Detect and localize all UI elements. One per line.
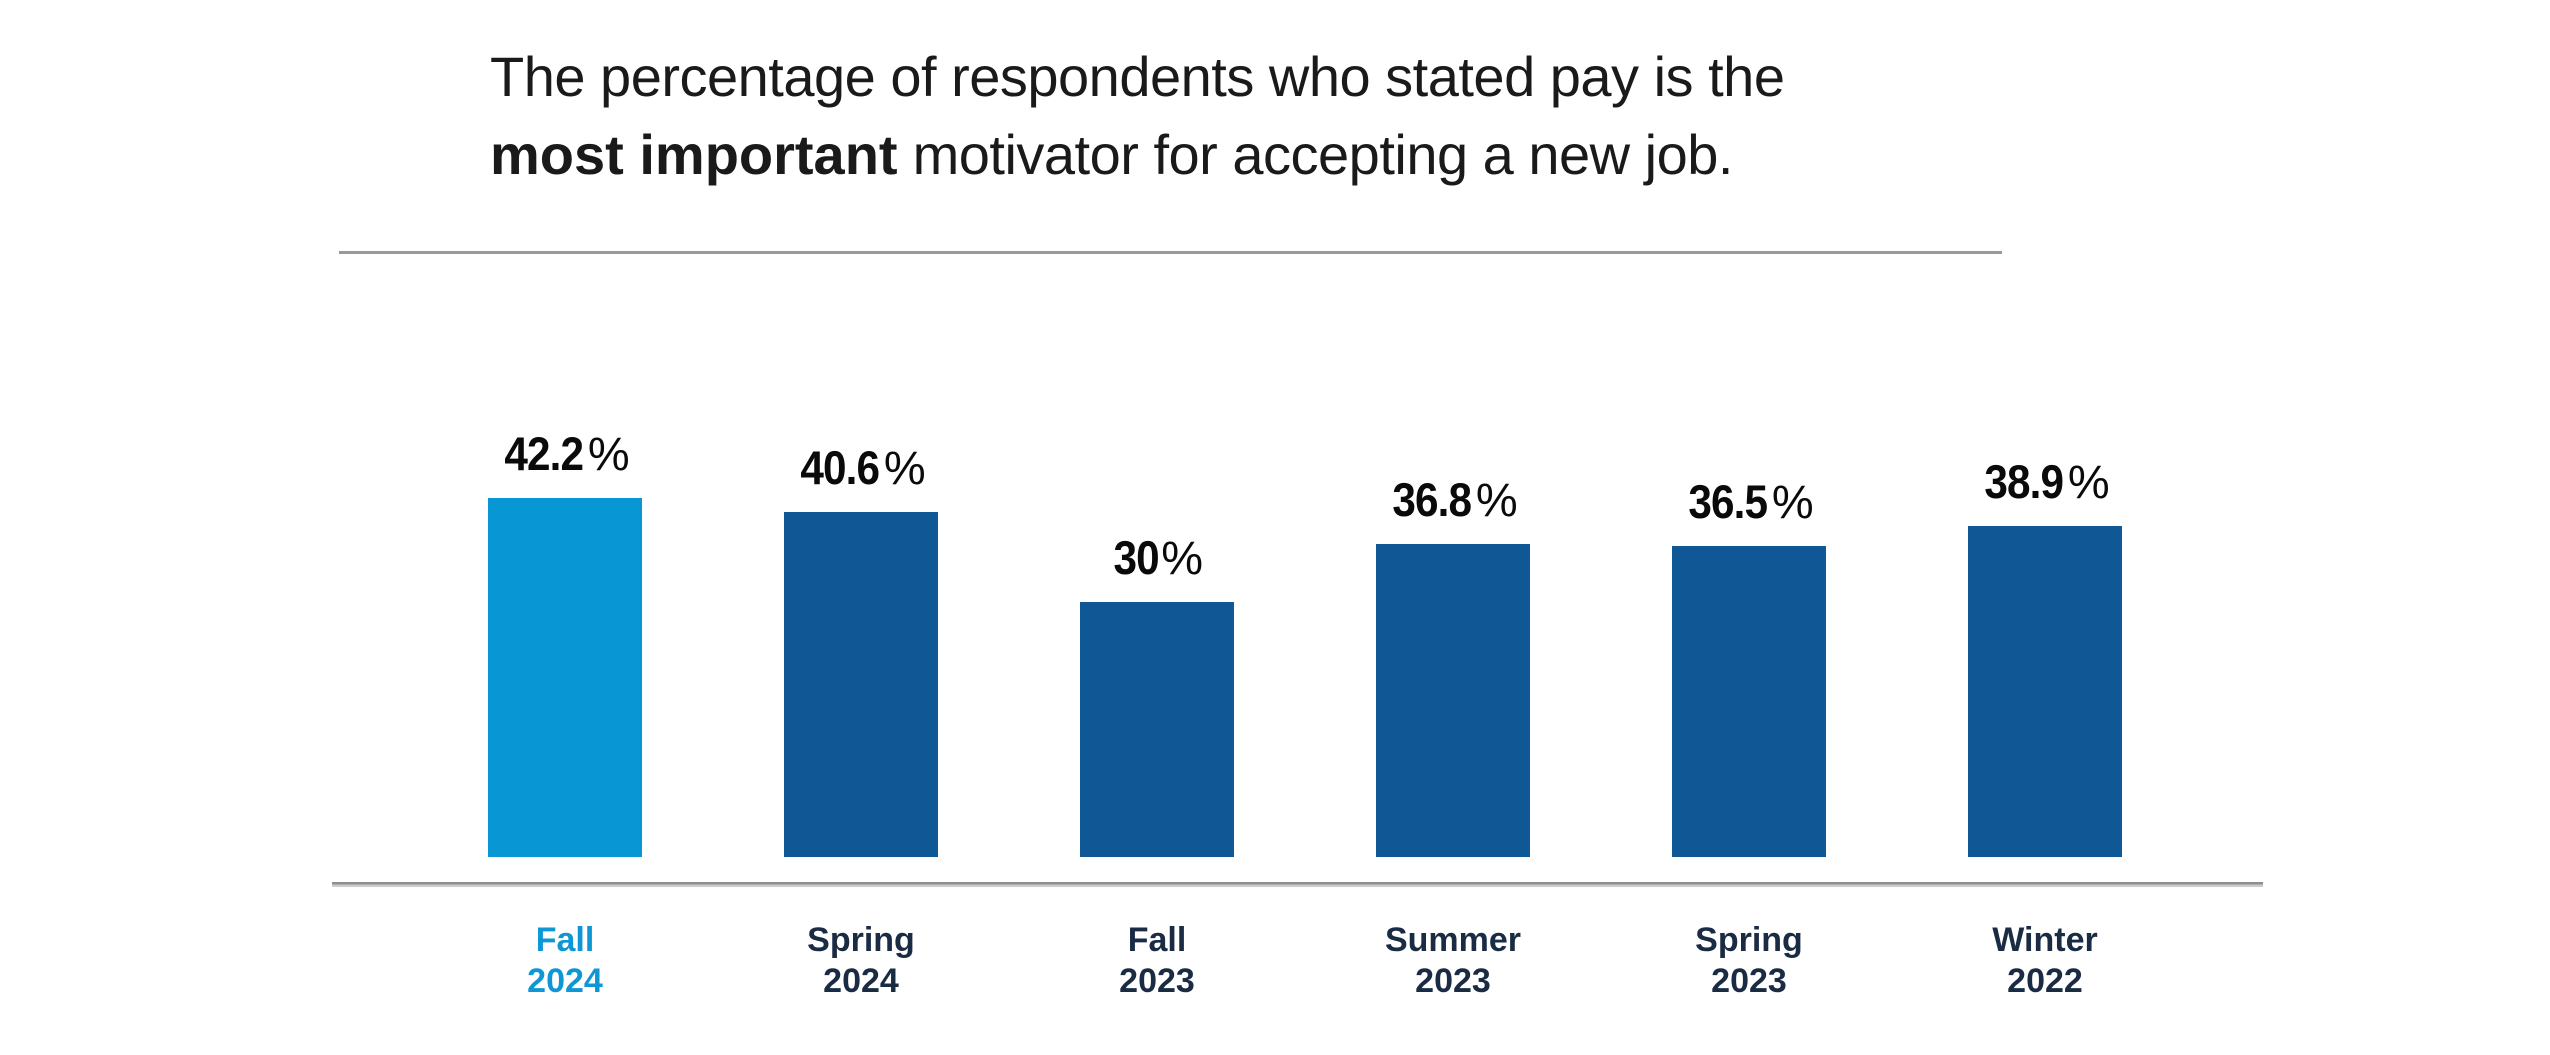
- percent-sign: %: [587, 427, 630, 480]
- category-label-winter-2022: Winter 2022: [1897, 920, 2193, 1002]
- percent-sign: %: [1161, 531, 1204, 584]
- percent-sign: %: [1771, 475, 1814, 528]
- category-label-fall-2024: Fall 2024: [417, 920, 713, 1002]
- category-label-line: Fall: [535, 921, 595, 959]
- x-axis-line: [332, 882, 2263, 887]
- bar-winter-2022: [1968, 526, 2122, 857]
- bar-fall-2024: [488, 498, 642, 857]
- category-label-spring-2024: Spring 2024: [713, 920, 1009, 1002]
- value-number: 38.9: [1984, 455, 2065, 508]
- category-label-line: 2023: [1711, 962, 1787, 1000]
- category-label-line: Fall: [1127, 921, 1187, 959]
- bar-spring-2023: [1672, 546, 1826, 857]
- category-label-line: Spring: [807, 921, 915, 959]
- value-label: 36.5%: [1601, 476, 1897, 528]
- chart-title-line1: The percentage of respondents who stated…: [490, 45, 1785, 108]
- category-label-line: 2024: [527, 962, 603, 1000]
- category-label-line: 2023: [1119, 962, 1195, 1000]
- value-label: 42.2%: [417, 428, 713, 480]
- chart-title-line2: most important motivator for accepting a…: [490, 116, 2050, 194]
- category-label-fall-2023: Fall 2023: [1009, 920, 1305, 1002]
- value-label: 38.9%: [1897, 456, 2193, 508]
- category-label-summer-2023: Summer 2023: [1305, 920, 1601, 1002]
- category-label-line: 2022: [2007, 962, 2083, 1000]
- bar-summer-2023: [1376, 544, 1530, 857]
- category-label-spring-2023: Spring 2023: [1601, 920, 1897, 1002]
- percent-sign: %: [1475, 473, 1518, 526]
- value-number: 36.8: [1392, 473, 1473, 526]
- value-label: 30%: [1009, 532, 1305, 584]
- value-label: 36.8%: [1305, 474, 1601, 526]
- category-label-line: 2023: [1415, 962, 1491, 1000]
- category-label-line: 2024: [823, 962, 899, 1000]
- percent-sign: %: [2067, 455, 2110, 508]
- category-label-line: Summer: [1384, 921, 1522, 959]
- value-number: 30: [1113, 531, 1159, 584]
- chart-title: The percentage of respondents who stated…: [490, 38, 2050, 194]
- value-number: 42.2: [504, 427, 585, 480]
- bar-fall-2023: [1080, 602, 1234, 857]
- value-number: 40.6: [800, 441, 881, 494]
- category-label-line: Spring: [1695, 921, 1803, 959]
- title-divider-line: [339, 251, 2002, 254]
- value-number: 36.5: [1688, 475, 1769, 528]
- category-label-line: Winter: [1992, 921, 2098, 959]
- chart-title-line2-rest: motivator for accepting a new job.: [897, 123, 1734, 186]
- chart-title-bold-phrase: most important: [490, 123, 898, 186]
- value-label: 40.6%: [713, 442, 1009, 494]
- percent-sign: %: [883, 441, 926, 494]
- bar-spring-2024: [784, 512, 938, 857]
